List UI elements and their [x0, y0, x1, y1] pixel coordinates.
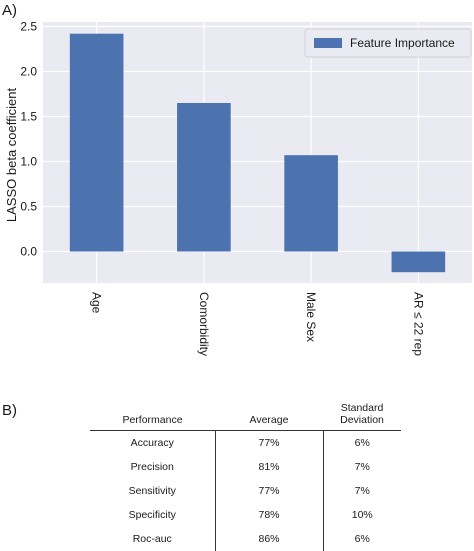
header-average: Average	[215, 392, 323, 431]
performance-table: Performance Average Standard Deviation A…	[0, 392, 401, 551]
table-row: Precision 81% 7%	[0, 455, 401, 479]
metric-cell: Accuracy	[130, 437, 174, 449]
header-performance: Performance	[90, 392, 215, 431]
y-tick-label-4: 2.0	[20, 65, 37, 79]
average-cell: 78%	[214, 503, 323, 527]
y-tick-label-1: 0.5	[20, 200, 37, 214]
x-tick-labels: Age Comorbidity Male Sex AR ≤ 22 rep	[90, 292, 426, 356]
x-tick-label-3: AR ≤ 22 rep	[411, 292, 425, 356]
metric-cell: Precision	[130, 461, 174, 473]
bars	[69, 33, 446, 273]
table-row: Specificity 78% 10%	[0, 503, 401, 527]
average-cell: 77%	[214, 479, 323, 503]
metric-cell: Specificity	[128, 509, 176, 521]
legend-swatch	[314, 38, 342, 48]
y-tick-label-0: 0.0	[20, 245, 37, 259]
table-header-row: Performance Average Standard Deviation	[0, 392, 401, 431]
bar-chart: 0.0 0.5 1.0 1.5 2.0 2.5 Age Comorbidity Male Se…	[4, 20, 472, 356]
metric-cell: Sensitivity	[128, 485, 176, 497]
bar-1	[177, 103, 231, 252]
x-tick-label-2: Male Sex	[304, 292, 318, 342]
header-sd-line2: Deviation	[340, 414, 384, 426]
y-tick-labels: 0.0 0.5 1.0 1.5 2.0 2.5	[20, 20, 37, 259]
x-tick-label-0: Age	[90, 292, 104, 314]
sd-cell: 7%	[322, 455, 401, 479]
table-row: Roc-auc 86% 6%	[0, 527, 401, 551]
y-tick-label-5: 2.5	[20, 20, 37, 34]
y-axis-label: LASSO beta coefficient	[4, 88, 19, 223]
sd-cell: 6%	[322, 430, 401, 455]
y-tick-label-2: 1.0	[20, 155, 37, 169]
legend-label: Feature Importance	[350, 36, 455, 50]
legend: Feature Importance	[304, 28, 472, 58]
sd-cell: 6%	[322, 527, 401, 551]
metric-cell: Roc-auc	[132, 533, 172, 545]
panel-a-label: A)	[2, 2, 17, 19]
table-row: Sensitivity 77% 7%	[0, 479, 401, 503]
sd-cell: 10%	[322, 503, 401, 527]
x-tick-label-1: Comorbidity	[197, 292, 211, 356]
header-sd-line1: Standard	[340, 402, 384, 414]
average-cell: 86%	[214, 527, 323, 551]
bar-0	[69, 33, 124, 252]
header-standard-deviation: Standard Deviation	[323, 392, 401, 431]
table-row: Accuracy 77% 6%	[0, 430, 401, 455]
panel-b-label: B)	[2, 402, 17, 419]
y-tick-label-3: 1.5	[20, 110, 37, 124]
average-cell: 81%	[214, 455, 323, 479]
legend-box	[304, 28, 472, 58]
bar-2	[284, 155, 338, 252]
bar-3	[391, 251, 446, 273]
average-cell: 77%	[214, 430, 323, 455]
sd-cell: 7%	[322, 479, 401, 503]
